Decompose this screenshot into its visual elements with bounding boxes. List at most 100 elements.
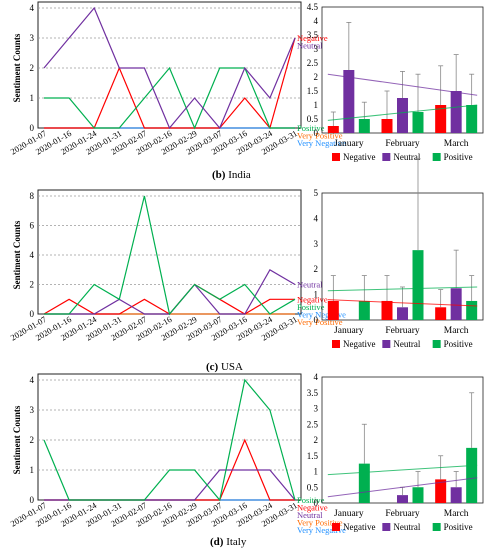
legend-label-negative: Negative: [343, 339, 375, 349]
legend-swatch-positive: [432, 153, 441, 161]
bar-negative: [381, 300, 393, 320]
y-tick-label: 0: [314, 128, 319, 138]
series-label-very_negative: Very Negative: [297, 138, 346, 148]
category-label: January: [334, 139, 364, 149]
bar-negative: [435, 307, 447, 320]
caption-india: (b) India: [212, 169, 251, 181]
y-axis-label: Sentiment Counts: [12, 405, 22, 474]
bar-positive: [466, 105, 478, 133]
bar-positive: [412, 487, 424, 503]
caption-italy: (d) Italy: [210, 536, 247, 548]
caption-country: Italy: [226, 536, 247, 548]
bar-neutral: [397, 307, 408, 320]
trendline-positive: [327, 286, 478, 292]
legend-swatch-neutral: [382, 340, 391, 348]
legend-label-positive: Positive: [444, 152, 473, 162]
y-tick-label: 0.5: [307, 482, 319, 492]
legend-label-neutral: Neutral: [393, 522, 420, 532]
trendline-neutral: [327, 477, 478, 498]
y-tick-label: 4: [314, 372, 319, 382]
category-label: January: [334, 509, 364, 519]
bar-negative: [327, 126, 339, 133]
y-tick-label: 3: [314, 404, 319, 414]
bar-negative: [435, 105, 447, 133]
y-tick-label: 2: [314, 435, 319, 445]
y-tick-label: 5: [314, 188, 319, 198]
plot-frame: [321, 376, 484, 504]
y-tick-label: 4: [30, 250, 35, 260]
legend-swatch-positive: [432, 340, 441, 348]
trendline-negative: [327, 299, 478, 307]
y-tick-label: 2: [314, 264, 319, 274]
category-label: March: [444, 326, 469, 336]
legend-swatch-neutral: [382, 523, 391, 531]
series-label-positive: Positive: [297, 123, 325, 133]
y-tick-label: 4: [314, 213, 319, 223]
series-line-neutral: [43, 6, 296, 130]
series-line-neutral: [44, 268, 296, 315]
y-tick-label: 6: [30, 221, 35, 231]
category-label: March: [444, 509, 469, 519]
y-tick-label: 3: [30, 33, 35, 43]
legend-label-positive: Positive: [444, 522, 473, 532]
category-label: March: [444, 139, 469, 149]
bar-neutral: [450, 288, 462, 320]
y-tick-label: 3: [314, 239, 319, 249]
y-tick-label: 2: [30, 435, 35, 445]
y-tick-label: 3: [314, 44, 319, 54]
category-label: January: [334, 326, 364, 336]
bar-positive: [412, 250, 424, 320]
trendline-neutral: [327, 73, 478, 96]
y-tick-label: 4: [30, 3, 35, 13]
plot-frame: [37, 189, 302, 315]
legend-label-negative: Negative: [343, 522, 375, 532]
y-tick-label: 3: [30, 405, 35, 415]
caption-letter: (d): [210, 536, 226, 548]
y-tick-label: 1: [314, 100, 319, 110]
y-tick-label: 4: [314, 16, 319, 26]
legend-swatch-negative: [332, 523, 340, 531]
y-tick-label: 8: [30, 191, 35, 201]
series-label-very_positive: Very Positive: [297, 518, 343, 528]
y-tick-label: 2.5: [307, 419, 319, 429]
series-label-neutral: Neutral: [297, 510, 323, 520]
bar-neutral: [450, 91, 462, 133]
legend-label-positive: Positive: [444, 339, 473, 349]
bar-neutral: [397, 495, 408, 503]
caption-usa: (c) USA: [206, 361, 243, 373]
legend-swatch-negative: [332, 340, 340, 348]
bar-negative: [327, 300, 339, 320]
y-axis-label: Sentiment Counts: [12, 33, 22, 102]
category-label: February: [385, 509, 420, 519]
bar-positive: [412, 112, 424, 133]
legend-label-neutral: Neutral: [393, 339, 420, 349]
y-tick-label: 0: [314, 498, 319, 508]
bar-negative: [435, 479, 447, 503]
series-label-neutral: Neutral: [297, 280, 323, 290]
y-tick-label: 0.5: [307, 114, 319, 124]
bar-positive: [358, 119, 370, 133]
y-tick-label: 4.5: [307, 2, 319, 12]
category-label: February: [385, 139, 420, 149]
monthly-chart-0: 0 0.5 1 1.5 2 2.5 3 3.5 4 4.5 January February March…: [307, 2, 484, 162]
trendline-positive: [327, 464, 478, 476]
bar-neutral: [450, 487, 462, 503]
y-tick-label: 1.5: [307, 451, 319, 461]
y-tick-label: 1.5: [307, 86, 319, 96]
bar-neutral: [397, 98, 408, 133]
series-label-positive: Positive: [297, 302, 325, 312]
y-tick-label: 2.5: [307, 58, 319, 68]
series-label-positive: Positive: [297, 495, 325, 505]
bar-neutral: [343, 70, 355, 133]
series-line-neutral: [44, 469, 296, 501]
y-tick-label: 4: [30, 375, 35, 385]
series-line-positive: [43, 378, 296, 502]
legend-swatch-positive: [432, 523, 441, 531]
series-label-very_negative: Very Negative: [297, 309, 346, 319]
y-tick-label: 2: [30, 280, 35, 290]
y-axis-label: Sentiment Counts: [12, 220, 22, 289]
y-tick-label: 0: [314, 315, 319, 325]
